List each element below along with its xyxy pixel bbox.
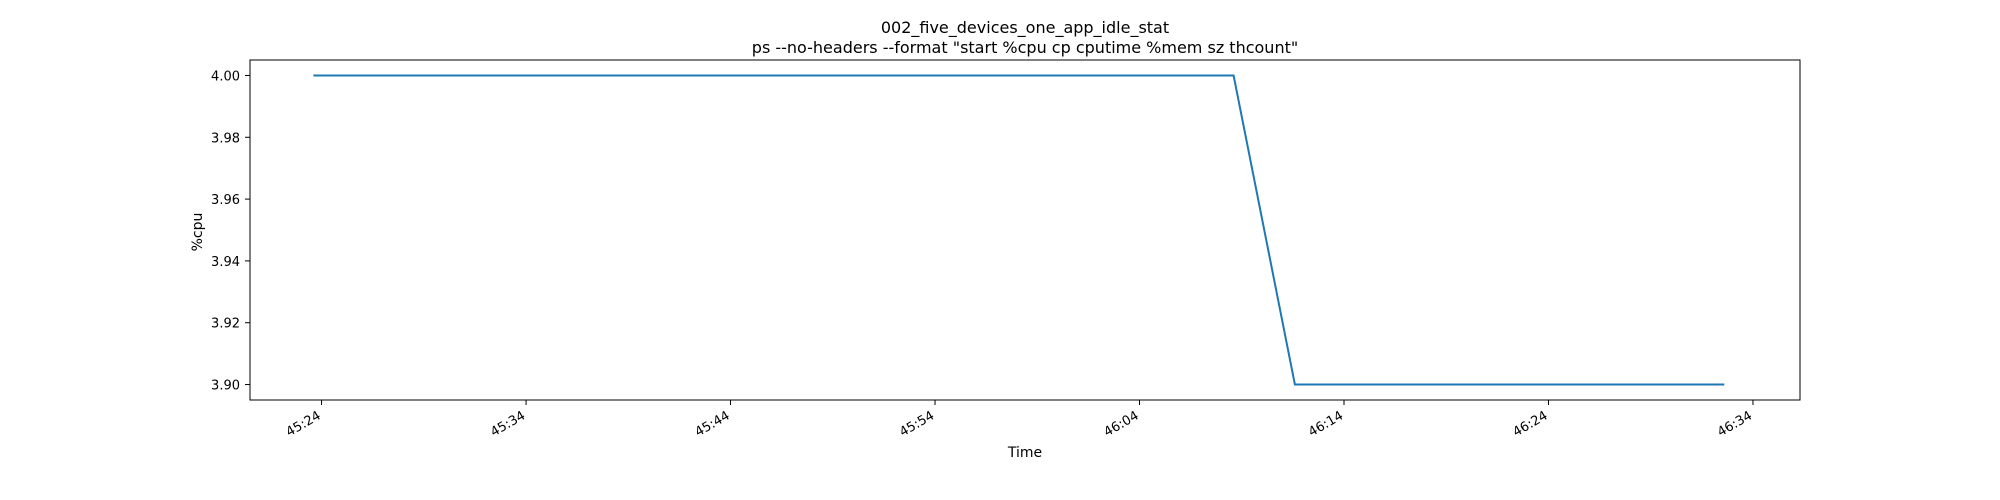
y-axis: 3.90 3.92 3.94 3.96 3.98 4.00 bbox=[211, 69, 250, 394]
x-tick-label: 45:34 bbox=[488, 408, 528, 440]
x-axis: 45:24 45:34 45:44 45:54 46:04 46:14 46:24 46:34 bbox=[284, 400, 1755, 440]
x-tick-label: 46:34 bbox=[1715, 408, 1755, 440]
x-tick-label: 46:24 bbox=[1511, 408, 1551, 440]
plot-frame bbox=[249, 59, 1801, 401]
x-tick-label: 45:54 bbox=[897, 408, 937, 440]
x-tick-label: 46:14 bbox=[1306, 408, 1346, 440]
series-line-0 bbox=[313, 74, 1725, 386]
y-tick-label: 4.00 bbox=[211, 69, 240, 84]
x-axis-label: Time bbox=[1007, 445, 1042, 461]
x-tick-label: 46:04 bbox=[1102, 408, 1142, 440]
chart-subtitle: ps --no-headers --format "start %cpu cp … bbox=[752, 38, 1298, 57]
series-layer bbox=[313, 74, 1725, 386]
y-tick-label: 3.96 bbox=[211, 193, 240, 208]
chart-title: 002_five_devices_one_app_idle_stat bbox=[881, 18, 1169, 38]
x-tick-label: 45:24 bbox=[284, 408, 324, 440]
y-tick-label: 3.98 bbox=[211, 131, 240, 146]
y-tick-label: 3.92 bbox=[211, 317, 240, 332]
x-tick-label: 45:44 bbox=[693, 408, 733, 440]
y-axis-label: %cpu bbox=[190, 213, 206, 252]
y-tick-label: 3.94 bbox=[211, 255, 240, 270]
y-tick-label: 3.90 bbox=[211, 379, 240, 394]
